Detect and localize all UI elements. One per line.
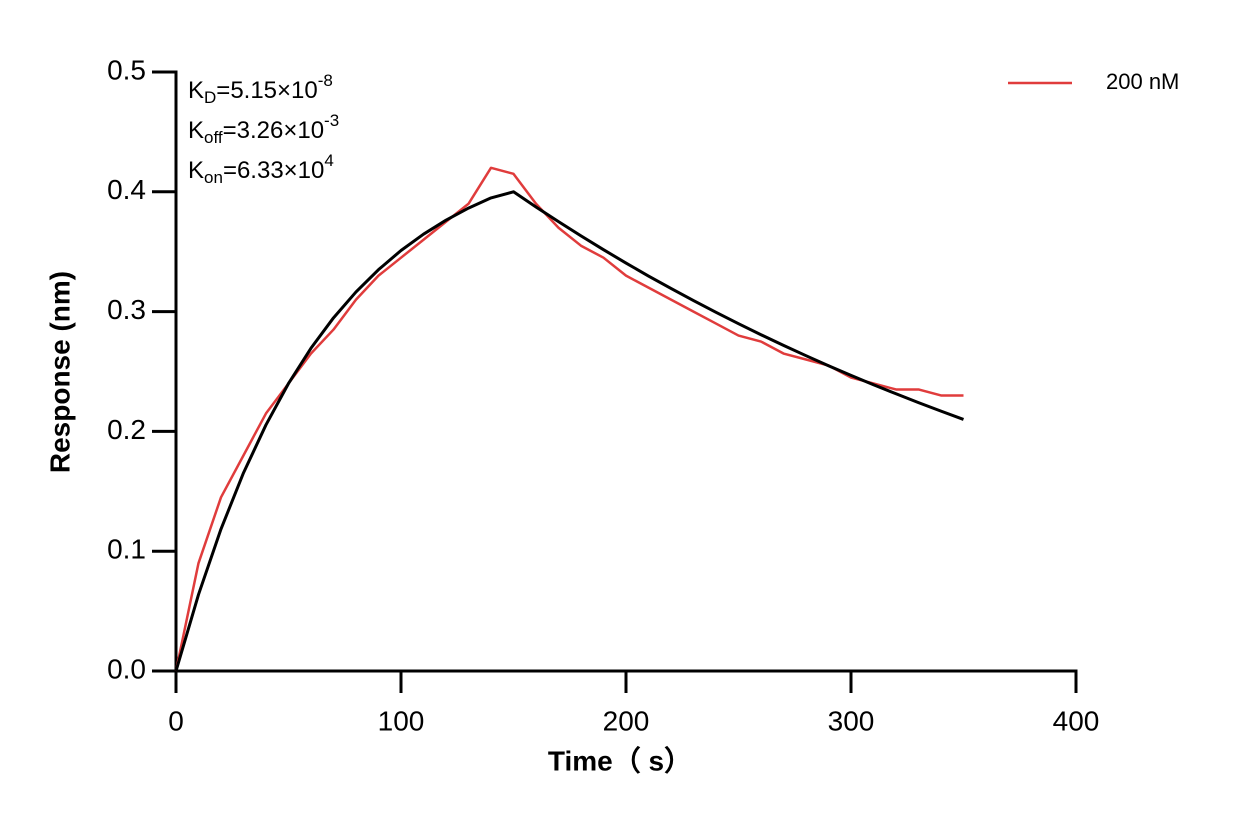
annotation-sub: D <box>204 88 216 107</box>
y-tick-label: 0.5 <box>107 54 146 85</box>
x-tick-label: 0 <box>168 705 184 736</box>
annotation-base: K <box>188 77 204 104</box>
series-line <box>174 166 964 672</box>
annotation-text: =5.15×10 <box>216 77 317 104</box>
y-tick-label: 0.1 <box>107 534 146 565</box>
annotation-sup: 4 <box>324 151 333 170</box>
x-tick-label: 200 <box>603 705 650 736</box>
annotation: KD=5.15×10-8 <box>188 71 333 107</box>
annotation-sup: -8 <box>318 71 333 90</box>
y-tick-label: 0.0 <box>107 653 146 684</box>
x-tick-label: 100 <box>378 705 425 736</box>
annotation-text: =6.33×10 <box>223 157 324 184</box>
annotation: Kon=6.33×104 <box>188 151 334 187</box>
annotation-base: K <box>188 117 204 144</box>
x-axis-title: Time（ s） <box>548 744 692 776</box>
x-tick-label: 400 <box>1053 705 1100 736</box>
y-tick-label: 0.4 <box>107 174 146 205</box>
annotation-text: =3.26×10 <box>223 117 324 144</box>
annotation: Koff=3.26×10-3 <box>188 111 339 147</box>
y-axis-title: Response (nm) <box>44 271 75 473</box>
series-line <box>174 190 965 672</box>
x-tick-label: 300 <box>828 705 875 736</box>
annotation-base: K <box>188 157 204 184</box>
y-tick-label: 0.2 <box>107 414 146 445</box>
annotation-sub: on <box>204 168 223 187</box>
y-tick-label: 0.3 <box>107 294 146 325</box>
legend-label: 200 nM <box>1106 69 1179 94</box>
annotation-sup: -3 <box>324 111 339 130</box>
annotation-sub: off <box>204 128 223 147</box>
